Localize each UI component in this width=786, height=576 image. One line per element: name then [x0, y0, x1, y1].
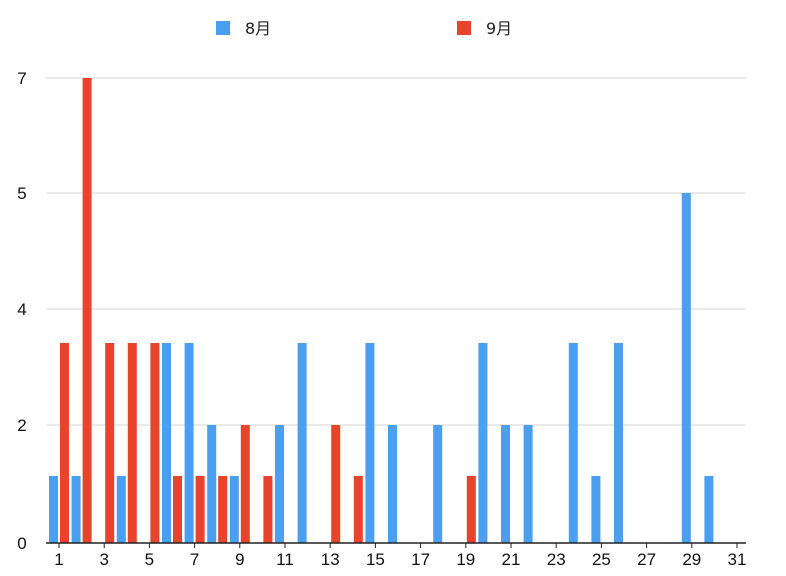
x-tick-label: 3 [99, 550, 108, 569]
x-tick-label: 15 [366, 550, 385, 569]
legend: 8月 9月 [216, 19, 512, 38]
bar-sep-9 [240, 425, 250, 543]
bar-aug-16 [388, 425, 397, 543]
bar-aug-6 [162, 343, 171, 543]
y-tick-label: 4 [17, 300, 26, 319]
bar-aug-30 [704, 476, 714, 543]
bar-sep-6 [173, 476, 182, 543]
bar-sep-10 [263, 476, 273, 543]
y-tick-label: 2 [17, 416, 26, 435]
x-tick-label: 11 [276, 550, 294, 569]
bar-aug-20 [478, 343, 488, 543]
x-tick-label: 1 [54, 550, 63, 569]
bar-aug-7 [184, 343, 194, 543]
bar-sep-19 [466, 476, 476, 543]
bar-sep-7 [195, 476, 205, 543]
x-tick-label: 7 [190, 550, 199, 569]
bar-sep-1 [60, 343, 69, 543]
x-tick-label: 5 [145, 550, 154, 569]
bar-aug-15 [365, 343, 375, 543]
legend-swatch-sep [457, 21, 471, 35]
bar-aug-8 [207, 425, 217, 543]
bars [49, 78, 714, 543]
bar-aug-24 [568, 343, 578, 543]
bar-aug-4 [116, 476, 126, 543]
bar-aug-2 [71, 476, 81, 543]
y-tick-label: 0 [17, 534, 26, 553]
bar-sep-14 [353, 476, 363, 543]
bar-aug-29 [681, 193, 691, 543]
bar-aug-1 [49, 476, 58, 543]
bar-aug-9 [229, 476, 239, 543]
y-tick-label: 5 [17, 184, 26, 203]
x-tick-label: 29 [682, 550, 701, 569]
x-tick-label: 27 [637, 550, 656, 569]
bar-aug-12 [297, 343, 307, 543]
y-axis-ticks: 0 2 4 5 7 [17, 69, 26, 553]
bar-aug-21 [501, 425, 510, 543]
legend-swatch-aug [216, 21, 230, 35]
bar-aug-25 [591, 476, 601, 543]
y-tick-label: 7 [17, 69, 26, 88]
bar-sep-3 [105, 343, 115, 543]
bar-sep-8 [218, 476, 228, 543]
bar-sep-4 [127, 343, 137, 543]
bar-sep-2 [82, 78, 92, 543]
x-tick-label: 23 [547, 550, 566, 569]
x-tick-label: 17 [411, 550, 430, 569]
x-tick-label: 21 [502, 550, 521, 569]
x-tick-label: 9 [235, 550, 244, 569]
bar-aug-18 [433, 425, 443, 543]
legend-label-sep: 9月 [486, 19, 512, 38]
bar-aug-26 [614, 343, 623, 543]
x-axis-ticks: 1 3 5 7 9 11 13 15 17 19 21 23 25 27 29 31 [54, 543, 746, 569]
bar-sep-5 [150, 343, 160, 543]
bar-sep-13 [331, 425, 341, 543]
bar-aug-22 [523, 425, 533, 543]
x-tick-label: 31 [728, 550, 747, 569]
x-tick-label: 19 [456, 550, 475, 569]
x-tick-label: 25 [592, 550, 611, 569]
legend-label-aug: 8月 [245, 19, 271, 38]
bar-aug-11 [275, 425, 284, 543]
x-tick-label: 13 [321, 550, 340, 569]
